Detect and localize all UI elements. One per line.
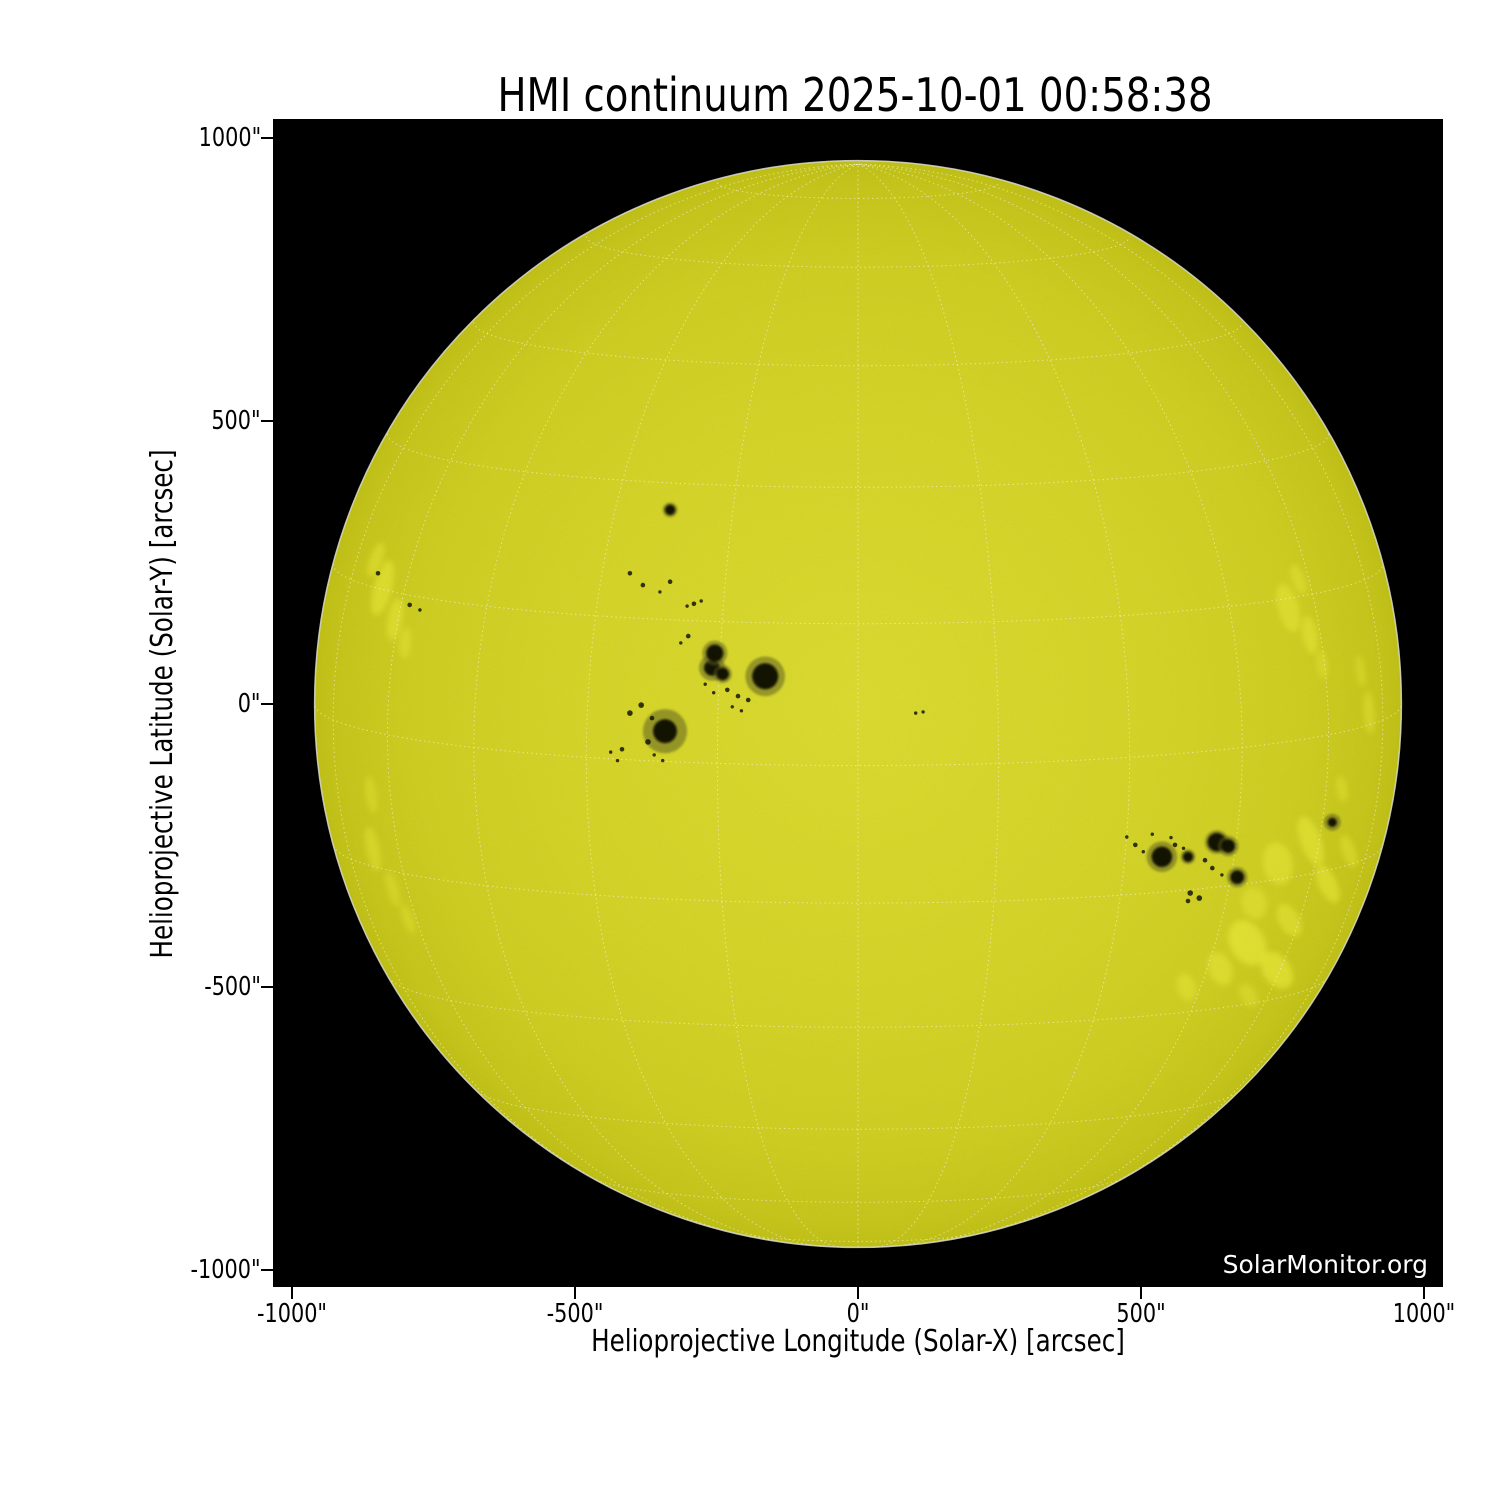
solar-disk-image	[273, 119, 1443, 1287]
y-tick-label: -500"	[204, 972, 261, 1002]
y-tick-mark	[261, 1269, 273, 1271]
plot-area: SolarMonitor.org	[273, 119, 1443, 1287]
y-tick-mark	[261, 986, 273, 988]
x-axis-label: Helioprojective Longitude (Solar-X) [arc…	[591, 1324, 1125, 1359]
y-tick-label: 1000"	[198, 123, 261, 153]
y-tick-label: -1000"	[190, 1255, 261, 1285]
y-tick-label: 500"	[211, 406, 261, 436]
y-tick-mark	[261, 137, 273, 139]
y-tick-mark	[261, 703, 273, 705]
x-tick-mark	[574, 1287, 576, 1299]
y-axis-label: Helioprojective Latitude (Solar-Y) [arcs…	[145, 449, 180, 959]
x-tick-mark	[1423, 1287, 1425, 1299]
y-tick-mark	[261, 420, 273, 422]
watermark: SolarMonitor.org	[1222, 1250, 1428, 1279]
x-tick-mark	[857, 1287, 859, 1299]
x-tick-label: 1000"	[1392, 1299, 1456, 1329]
x-tick-label: 0"	[846, 1299, 870, 1329]
x-tick-mark	[1140, 1287, 1142, 1299]
x-tick-label: -500"	[546, 1299, 604, 1329]
y-tick-label: 0"	[238, 689, 261, 719]
x-tick-label: 500"	[1116, 1299, 1166, 1329]
x-tick-mark	[291, 1287, 293, 1299]
plot-title: HMI continuum 2025-10-01 00:58:38	[497, 68, 1213, 122]
x-tick-label: -1000"	[256, 1299, 328, 1329]
